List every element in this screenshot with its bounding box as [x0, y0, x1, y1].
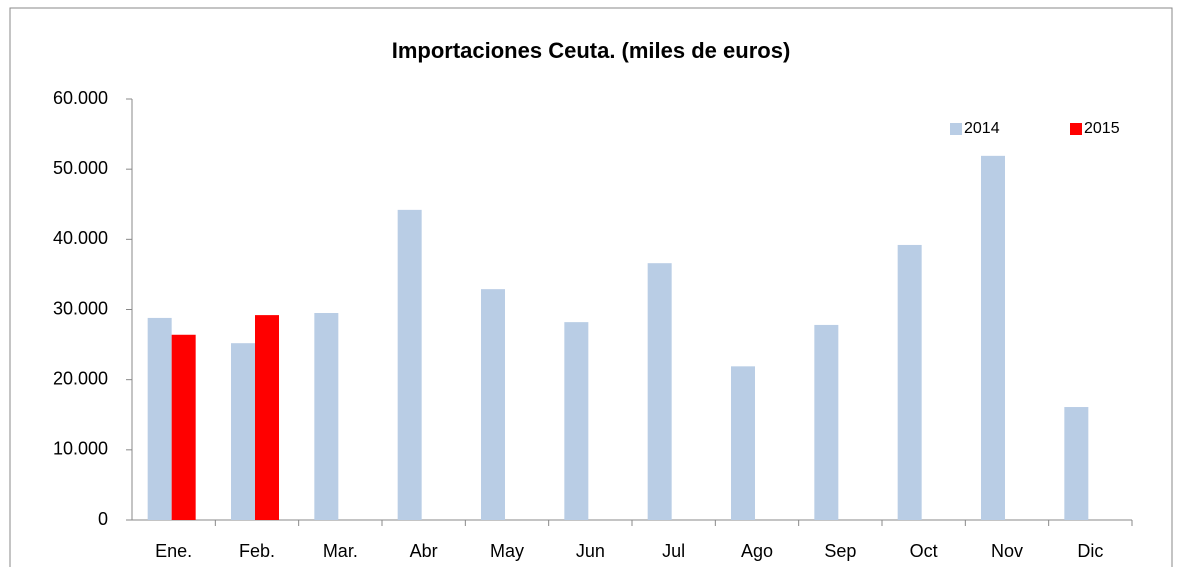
- bar: [171, 334, 196, 520]
- x-tick-label: Jun: [576, 541, 605, 561]
- x-tick-label: Mar.: [323, 541, 358, 561]
- y-tick-label: 50.000: [53, 158, 108, 178]
- legend-label: 2014: [964, 120, 1000, 137]
- x-tick-label: Oct: [910, 541, 938, 561]
- bar: [231, 343, 255, 520]
- bar: [481, 289, 505, 520]
- y-tick-label: 40.000: [53, 228, 108, 248]
- bar: [1064, 407, 1089, 520]
- x-tick-label: Dic: [1077, 541, 1103, 561]
- x-tick-label: Jul: [662, 541, 685, 561]
- x-tick-label: Ago: [741, 541, 773, 561]
- chart-border: [9, 7, 1173, 567]
- x-tick-label: Feb.: [239, 541, 275, 561]
- y-tick-label: 30.000: [53, 298, 108, 318]
- bar: [564, 322, 589, 520]
- y-tick-label: 0: [98, 509, 108, 529]
- x-tick-label: Sep: [824, 541, 856, 561]
- bar: [314, 313, 339, 520]
- chart-title: Importaciones Ceuta. (miles de euros): [392, 38, 791, 63]
- y-tick-label: 10.000: [53, 439, 108, 459]
- x-tick-label: Ene.: [155, 541, 192, 561]
- bar: [731, 366, 755, 520]
- legend-swatch: [950, 123, 962, 135]
- bar: [147, 317, 172, 520]
- y-tick-label: 20.000: [53, 368, 108, 388]
- bar: [981, 155, 1005, 520]
- x-tick-label: May: [490, 541, 524, 561]
- bar: [397, 209, 422, 520]
- bar: [255, 315, 279, 520]
- x-tick-label: Nov: [991, 541, 1023, 561]
- bar: [897, 244, 922, 521]
- legend-swatch: [1070, 123, 1082, 135]
- legend-label: 2015: [1084, 120, 1120, 137]
- y-tick-label: 60.000: [53, 88, 108, 108]
- bar: [647, 263, 672, 520]
- x-tick-label: Abr: [410, 541, 438, 561]
- bar: [814, 324, 839, 520]
